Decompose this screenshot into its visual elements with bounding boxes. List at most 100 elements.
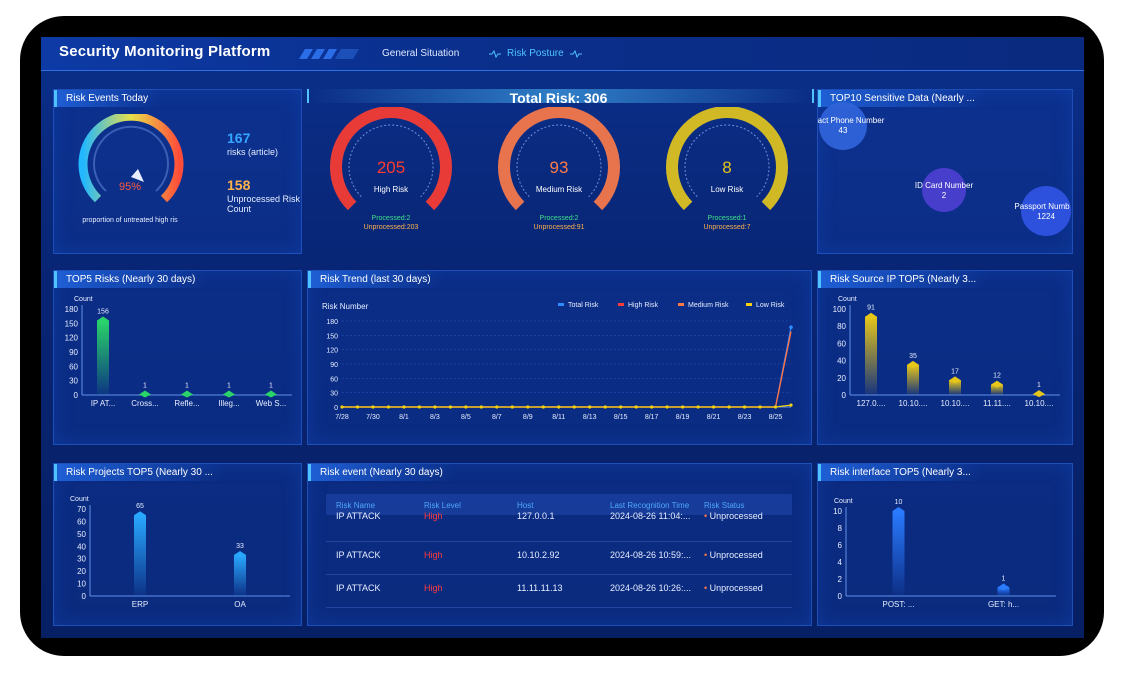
gauge-inner-ring — [348, 124, 434, 198]
y-tick-label: 8 — [838, 524, 843, 533]
gauge-value: 93 — [550, 158, 569, 177]
table-row[interactable]: IP ATTACK High 10.10.2.92 2024-08-26 10:… — [326, 541, 792, 575]
cell-host: 10.10.2.92 — [517, 550, 560, 560]
col-host: Host — [517, 501, 534, 510]
y-tick-label: 150 — [326, 333, 338, 340]
x-tick-label: ERP — [132, 600, 148, 609]
legend-label: Medium Risk — [688, 302, 729, 309]
x-tick-label: 8/5 — [461, 414, 471, 421]
bar-cap — [223, 390, 235, 398]
bar-value-label: 1 — [1037, 382, 1041, 389]
bar-cap — [865, 312, 877, 320]
tab-risk-posture[interactable]: Risk Posture — [489, 48, 582, 59]
y-tick-label: 0 — [82, 592, 87, 601]
x-tick-label: 8/17 — [645, 414, 659, 421]
cell-time: 2024-08-26 10:26:... — [610, 583, 692, 593]
risk-interface-title: Risk interface TOP5 (Nearly 3... — [818, 464, 983, 481]
data-point — [417, 405, 422, 409]
bar-cap — [907, 360, 919, 368]
x-tick-label: 8/15 — [614, 414, 628, 421]
cell-risk-level: High — [424, 583, 443, 593]
bar-value-label: 12 — [993, 373, 1001, 380]
y-tick-label: 70 — [77, 505, 86, 514]
x-tick-label: 8/11 — [552, 414, 565, 421]
x-tick-label: 127.0.... — [857, 399, 886, 408]
tab-general-situation[interactable]: General Situation — [382, 48, 460, 59]
bar-value-label: 156 — [97, 308, 109, 315]
risk-ip-title: Risk Source IP TOP5 (Nearly 3... — [818, 271, 989, 288]
cell-status-text: Unprocessed — [709, 583, 763, 593]
x-tick-label: OA — [234, 600, 246, 609]
y-tick-label: 0 — [334, 405, 338, 412]
gauge-caption: proportion of untreated high ris — [82, 217, 178, 224]
status-dot-icon: • — [704, 583, 708, 593]
y-tick-label: 150 — [65, 319, 79, 328]
gauge-unprocessed: Unprocessed:91 — [534, 224, 585, 231]
cell-host: 11.11.11.13 — [517, 583, 563, 593]
risk-event-panel: Risk event (Nearly 30 days) Risk Name Ri… — [307, 463, 812, 626]
y-tick-label: 60 — [330, 376, 338, 383]
gauge-percent: 95% — [119, 181, 141, 193]
risk-level-gauges: 205 High Risk Processed:2 Unprocessed:203 93… — [330, 107, 788, 231]
x-tick-label: 8/23 — [738, 414, 752, 421]
y-axis-title: Count — [70, 496, 89, 503]
bar-value-label: 1 — [143, 383, 147, 390]
bubble-id-card-number-value: 2 — [942, 191, 947, 200]
bar — [234, 554, 246, 596]
bubble-id-card-number[interactable]: ID Card Number 2 — [915, 168, 974, 212]
unprocessed-label-line1: Unprocessed Risk — [227, 194, 301, 204]
bar-cap — [892, 507, 905, 514]
unprocessed-count: 158 — [227, 177, 251, 193]
y-axis-title: Count — [74, 296, 93, 303]
bar-value-label: 33 — [236, 543, 244, 550]
y-tick-label: 60 — [837, 339, 846, 348]
cell-risk-name: IP ATTACK — [336, 550, 381, 560]
total-risk-header — [307, 89, 814, 103]
y-tick-label: 6 — [838, 541, 843, 550]
y-axis-title: Count — [834, 498, 853, 505]
x-tick-label: Cross... — [131, 399, 159, 408]
gauge-label: High Risk — [374, 185, 409, 194]
bubble-phone-number-name: act Phone Number — [818, 116, 885, 125]
x-tick-label: Illeg... — [218, 399, 239, 408]
legend-label: High Risk — [628, 302, 658, 309]
cell-status: • Unprocessed — [704, 583, 763, 593]
x-tick-label: 8/1 — [399, 414, 409, 421]
x-tick-label: 8/7 — [492, 414, 502, 421]
table-row[interactable]: IP ATTACK High 11.11.11.13 2024-08-26 10… — [326, 574, 792, 608]
bar — [991, 384, 1003, 395]
y-tick-label: 10 — [833, 507, 842, 516]
bubble-phone-number[interactable]: act Phone Number 43 — [818, 102, 885, 150]
unprocessed-label-line2: Count — [227, 204, 252, 214]
gauge-label: Low Risk — [711, 185, 744, 194]
x-tick-label: Refle... — [174, 399, 199, 408]
table-row[interactable]: IP ATTACK High 127.0.0.1 2024-08-26 11:0… — [326, 508, 792, 542]
y-tick-label: 2 — [838, 575, 843, 584]
y-tick-label: 40 — [77, 542, 86, 551]
data-point — [742, 405, 747, 409]
x-tick-label: 8/13 — [583, 414, 597, 421]
x-tick-label: GET: h... — [988, 600, 1019, 609]
bar — [892, 511, 905, 596]
risk-projects-title: Risk Projects TOP5 (Nearly 30 ... — [54, 464, 225, 481]
gauge-inner-ring — [684, 124, 770, 198]
data-point — [386, 405, 391, 409]
y-tick-label: 0 — [838, 592, 843, 601]
y-tick-label: 40 — [837, 357, 846, 366]
y-tick-label: 90 — [69, 348, 78, 357]
bar-cap — [134, 511, 146, 519]
risk-events-title: Risk Events Today — [54, 90, 161, 107]
y-tick-label: 0 — [74, 391, 79, 400]
risk-projects-chart: Count 70 60 50 40 30 20 10 0 65 ERP 33 OA — [70, 496, 290, 609]
data-point — [355, 405, 360, 409]
bubble-passport-number[interactable]: Passport Numb 1224 — [1014, 186, 1071, 236]
risks-label: risks (article) — [227, 147, 278, 157]
col-risk-level: Risk Level — [424, 501, 461, 510]
dashboard-screen: Security Monitoring Platform General Sit… — [41, 37, 1084, 638]
bar-value-label: 35 — [909, 353, 917, 360]
bar-cap — [265, 390, 277, 398]
bar-cap — [949, 376, 961, 384]
y-tick-label: 0 — [842, 391, 847, 400]
data-point — [789, 325, 793, 330]
gauge-processed: Processed:1 — [708, 215, 747, 222]
